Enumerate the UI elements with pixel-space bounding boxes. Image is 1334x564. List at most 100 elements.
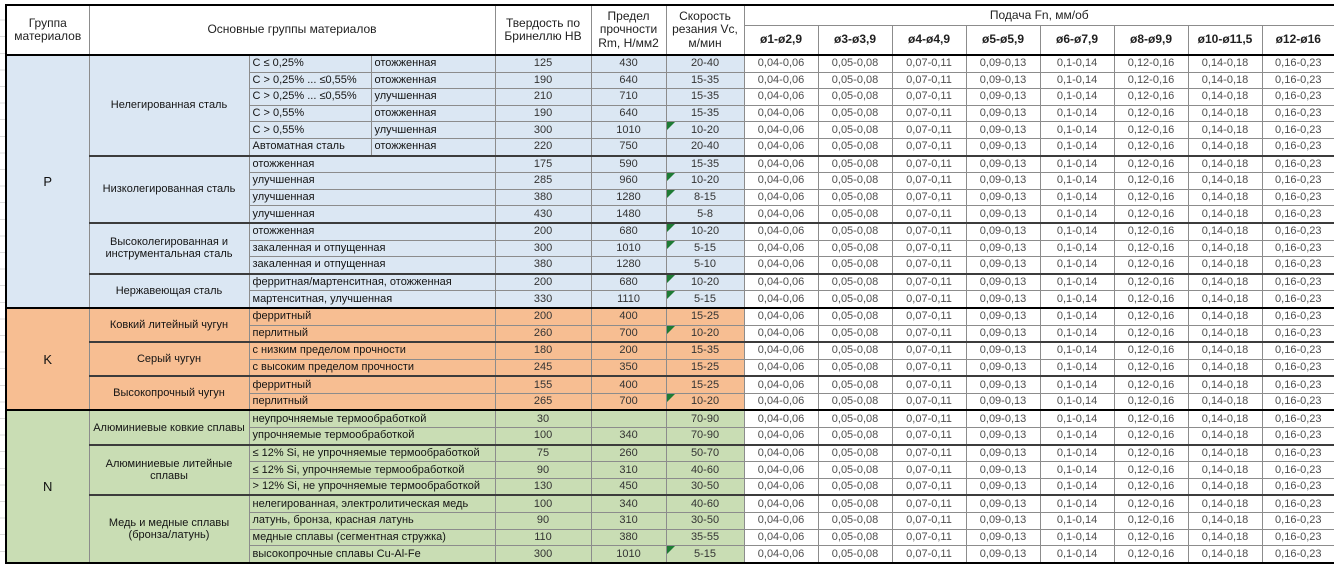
group-letter-cell[interactable]: N <box>5 409 90 564</box>
cell-strength-rm[interactable]: 750 <box>590 137 667 157</box>
cell-feed-fn[interactable]: 0,05-0,08 <box>817 172 893 190</box>
cell-feed-fn[interactable]: 0,04-0,06 <box>743 54 819 73</box>
cell-subtype[interactable]: латунь, бронза, красная латунь <box>248 512 496 530</box>
cell-feed-fn[interactable]: 0,04-0,06 <box>743 375 819 394</box>
cell-strength-rm[interactable]: 200 <box>590 341 667 360</box>
cell-feed-fn[interactable]: 0,04-0,06 <box>743 477 819 496</box>
cell-strength-rm[interactable]: 430 <box>590 54 667 73</box>
cell-feed-fn[interactable]: 0,05-0,08 <box>817 375 893 394</box>
cell-feed-fn[interactable]: 0,12-0,16 <box>1113 324 1189 343</box>
cell-hardness-hb[interactable]: 300 <box>494 545 592 564</box>
cell-hardness-hb[interactable]: 30 <box>494 409 592 429</box>
cell-feed-fn[interactable]: 0,1-0,14 <box>1039 256 1115 275</box>
cell-feed-fn[interactable]: 0,16-0,23 <box>1261 341 1334 360</box>
cell-feed-fn[interactable]: 0,16-0,23 <box>1261 221 1334 241</box>
cell-feed-fn[interactable]: 0,09-0,13 <box>965 477 1041 496</box>
cell-subtype[interactable]: > 12% Si, не упрочняемые термообработкой <box>248 477 496 496</box>
cell-hardness-hb[interactable]: 175 <box>494 154 592 174</box>
cell-feed-fn[interactable]: 0,16-0,23 <box>1261 121 1334 139</box>
cell-hardness-hb[interactable]: 430 <box>494 205 592 224</box>
cell-speed-vc[interactable]: 70-90 <box>665 427 745 446</box>
cell-strength-rm[interactable]: 310 <box>590 461 667 479</box>
cell-feed-fn[interactable]: 0,05-0,08 <box>817 221 893 241</box>
cell-condition[interactable]: отожженная <box>370 71 496 90</box>
cell-strength-rm[interactable]: 380 <box>590 528 667 547</box>
cell-feed-fn[interactable]: 0,04-0,06 <box>743 221 819 241</box>
cell-feed-fn[interactable]: 0,05-0,08 <box>817 121 893 139</box>
cell-strength-rm[interactable]: 310 <box>590 512 667 530</box>
cell-feed-fn[interactable]: 0,16-0,23 <box>1261 306 1334 326</box>
cell-feed-fn[interactable]: 0,07-0,11 <box>891 461 967 479</box>
cell-strength-rm[interactable]: 260 <box>590 443 667 463</box>
cell-feed-fn[interactable]: 0,05-0,08 <box>817 188 893 207</box>
cell-feed-fn[interactable]: 0,07-0,11 <box>891 54 967 73</box>
cell-subtype[interactable]: C ≤ 0,25% <box>248 54 372 73</box>
cell-feed-fn[interactable]: 0,04-0,06 <box>743 88 819 106</box>
cell-hardness-hb[interactable]: 285 <box>494 172 592 190</box>
cell-feed-fn[interactable]: 0,04-0,06 <box>743 494 819 514</box>
cell-feed-fn[interactable]: 0,12-0,16 <box>1113 392 1189 411</box>
cell-subtype[interactable]: закаленная и отпущенная <box>248 239 496 258</box>
cell-strength-rm[interactable]: 680 <box>590 221 667 241</box>
cell-feed-fn[interactable]: 0,16-0,23 <box>1261 375 1334 394</box>
cell-speed-vc[interactable]: 70-90 <box>665 409 745 429</box>
category-cell[interactable]: Медь и медные сплавы (бронза/латунь) <box>88 494 250 564</box>
cell-feed-fn[interactable]: 0,09-0,13 <box>965 494 1041 514</box>
cell-feed-fn[interactable]: 0,12-0,16 <box>1113 477 1189 496</box>
cell-strength-rm[interactable]: 1010 <box>590 121 667 139</box>
cell-hardness-hb[interactable]: 190 <box>494 71 592 90</box>
cell-feed-fn[interactable]: 0,07-0,11 <box>891 71 967 90</box>
cell-hardness-hb[interactable]: 300 <box>494 239 592 258</box>
cell-feed-fn[interactable]: 0,05-0,08 <box>817 528 893 547</box>
cell-feed-fn[interactable]: 0,16-0,23 <box>1261 358 1334 377</box>
cell-strength-rm[interactable]: 590 <box>590 154 667 174</box>
cell-feed-fn[interactable]: 0,07-0,11 <box>891 256 967 275</box>
cell-feed-fn[interactable]: 0,09-0,13 <box>965 256 1041 275</box>
cell-feed-fn[interactable]: 0,16-0,23 <box>1261 239 1334 258</box>
cell-feed-fn[interactable]: 0,09-0,13 <box>965 461 1041 479</box>
cell-speed-vc[interactable]: 10-20 <box>665 272 745 292</box>
cell-feed-fn[interactable]: 0,1-0,14 <box>1039 172 1115 190</box>
cell-feed-fn[interactable]: 0,04-0,06 <box>743 154 819 174</box>
cell-speed-vc[interactable]: 40-60 <box>665 494 745 514</box>
cell-speed-vc[interactable]: 15-35 <box>665 154 745 174</box>
cell-hardness-hb[interactable]: 110 <box>494 528 592 547</box>
category-cell[interactable]: Алюминиевые ковкие сплавы <box>88 409 250 446</box>
cell-feed-fn[interactable]: 0,05-0,08 <box>817 341 893 360</box>
cell-feed-fn[interactable]: 0,1-0,14 <box>1039 324 1115 343</box>
cell-feed-fn[interactable]: 0,12-0,16 <box>1113 306 1189 326</box>
cell-hardness-hb[interactable]: 245 <box>494 358 592 377</box>
cell-feed-fn[interactable]: 0,14-0,18 <box>1187 272 1263 292</box>
cell-subtype[interactable]: ≤ 12% Si, не упрочняемые термообработкой <box>248 443 496 463</box>
category-cell[interactable]: Высокопрочный чугун <box>88 375 250 411</box>
cell-feed-fn[interactable]: 0,05-0,08 <box>817 443 893 463</box>
cell-feed-fn[interactable]: 0,04-0,06 <box>743 392 819 411</box>
cell-subtype[interactable]: нелегированная, электролитическая медь <box>248 494 496 514</box>
cell-strength-rm[interactable]: 340 <box>590 494 667 514</box>
cell-hardness-hb[interactable]: 265 <box>494 392 592 411</box>
cell-feed-fn[interactable]: 0,1-0,14 <box>1039 409 1115 429</box>
cell-feed-fn[interactable]: 0,1-0,14 <box>1039 272 1115 292</box>
cell-feed-fn[interactable]: 0,14-0,18 <box>1187 341 1263 360</box>
cell-feed-fn[interactable]: 0,12-0,16 <box>1113 54 1189 73</box>
cell-feed-fn[interactable]: 0,09-0,13 <box>965 188 1041 207</box>
cell-feed-fn[interactable]: 0,14-0,18 <box>1187 221 1263 241</box>
cell-feed-fn[interactable]: 0,16-0,23 <box>1261 324 1334 343</box>
cell-speed-vc[interactable]: 20-40 <box>665 54 745 73</box>
cell-feed-fn[interactable]: 0,12-0,16 <box>1113 121 1189 139</box>
cell-strength-rm[interactable]: 1280 <box>590 188 667 207</box>
cell-feed-fn[interactable]: 0,05-0,08 <box>817 409 893 429</box>
cell-feed-fn[interactable]: 0,07-0,11 <box>891 324 967 343</box>
cell-strength-rm[interactable]: 680 <box>590 272 667 292</box>
cell-hardness-hb[interactable]: 100 <box>494 494 592 514</box>
group-letter-cell[interactable]: K <box>5 306 90 411</box>
cell-feed-fn[interactable]: 0,09-0,13 <box>965 427 1041 446</box>
category-cell[interactable]: Ковкий литейный чугун <box>88 306 250 343</box>
cell-hardness-hb[interactable]: 75 <box>494 443 592 463</box>
cell-feed-fn[interactable]: 0,04-0,06 <box>743 512 819 530</box>
cell-feed-fn[interactable]: 0,1-0,14 <box>1039 341 1115 360</box>
cell-speed-vc[interactable]: 30-50 <box>665 477 745 496</box>
cell-feed-fn[interactable]: 0,14-0,18 <box>1187 392 1263 411</box>
cell-feed-fn[interactable]: 0,14-0,18 <box>1187 88 1263 106</box>
cell-feed-fn[interactable]: 0,16-0,23 <box>1261 512 1334 530</box>
